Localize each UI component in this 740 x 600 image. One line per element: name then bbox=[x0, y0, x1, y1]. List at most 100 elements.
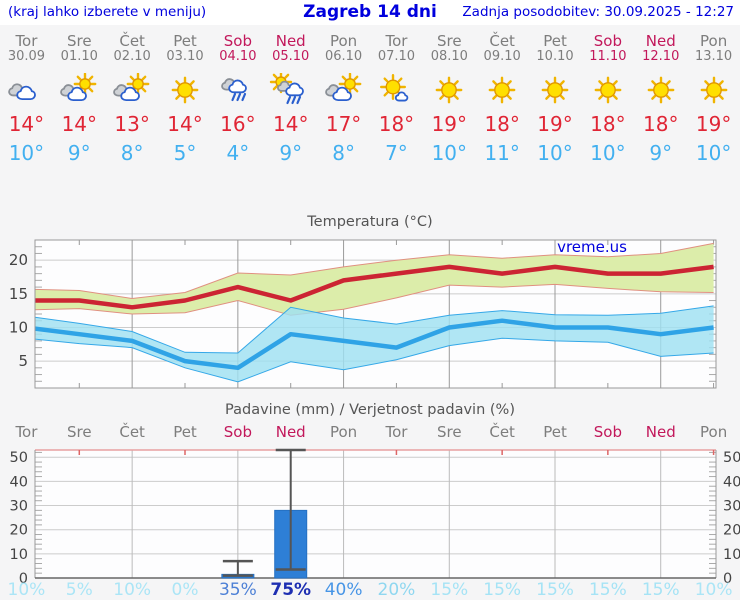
cloudy-icon bbox=[8, 83, 37, 101]
sunny-icon bbox=[594, 76, 622, 104]
day-name: Pet bbox=[543, 32, 567, 50]
min-temperature: 9° bbox=[649, 141, 673, 165]
precip-probability: 75% bbox=[270, 580, 312, 600]
max-temperature: 14° bbox=[273, 112, 309, 136]
precip-y-tick-label: 10 bbox=[723, 547, 740, 563]
precip-probability: 10% bbox=[113, 580, 152, 600]
day-name: Tor bbox=[15, 32, 38, 50]
weather-icon-cell bbox=[53, 73, 106, 107]
sunny-icon bbox=[647, 76, 675, 104]
precip-probability: 40% bbox=[324, 580, 363, 600]
day-date: 06.10 bbox=[324, 49, 363, 64]
precip-probability: 15% bbox=[588, 580, 627, 600]
precip-day-name: Sob bbox=[223, 423, 252, 441]
weather-icon-cell bbox=[423, 73, 476, 107]
precip-day-name: Pon bbox=[329, 423, 358, 441]
day-name: Pon bbox=[700, 32, 728, 50]
sunny-icon bbox=[541, 76, 569, 104]
min-temperature: 10° bbox=[537, 141, 573, 165]
page-header: (kraj lahko izberete v meniju) Zagreb 14… bbox=[0, 0, 740, 25]
precip-probability: 15% bbox=[430, 580, 469, 600]
partly-cloudy-icon bbox=[113, 73, 150, 102]
partly-cloudy-icon bbox=[324, 73, 361, 102]
day-date: 08.10 bbox=[430, 49, 468, 64]
min-temperature: 10° bbox=[695, 141, 732, 165]
min-temperatures-row: 10° 9° 8° 5° 4° 9° 8° 7° 10° 11° 10° 10° 9° 10° bbox=[0, 141, 740, 165]
day-name: Sre bbox=[437, 32, 462, 50]
sunny-icon bbox=[700, 76, 727, 104]
weather-icon-cell bbox=[370, 73, 423, 107]
precip-probability: 5% bbox=[65, 580, 93, 600]
precip-day-name: Pet bbox=[173, 423, 197, 441]
min-temperature: 8° bbox=[332, 141, 355, 165]
page-title: Zagreb 14 dni bbox=[303, 2, 437, 22]
precip-day-name: Ned bbox=[645, 423, 676, 441]
precip-probability: 10% bbox=[7, 580, 46, 600]
max-temperature: 18° bbox=[378, 112, 415, 136]
weather-icon-cell bbox=[476, 73, 529, 107]
precip-day-name: Sob bbox=[593, 423, 622, 441]
min-temperature: 10° bbox=[431, 141, 468, 165]
day-date: 30.09 bbox=[7, 49, 46, 64]
max-temperature: 19° bbox=[695, 112, 732, 136]
weather-icon-cell bbox=[317, 73, 370, 107]
precip-y-tick-label: 20 bbox=[10, 523, 28, 539]
day-name: Pon bbox=[329, 32, 358, 50]
precip-y-tick-label: 50 bbox=[10, 450, 28, 466]
day-date: 05.10 bbox=[272, 49, 310, 64]
last-update: Zadnja posodobitev: 30.09.2025 - 12:27 bbox=[462, 4, 734, 20]
day-date: 02.10 bbox=[113, 49, 151, 64]
day-date: 01.10 bbox=[60, 49, 98, 64]
weather-icon-cell bbox=[0, 73, 53, 107]
day-name: Tor bbox=[385, 32, 408, 50]
precip-y-tick-label: 30 bbox=[723, 499, 740, 515]
precip-day-name: Čet bbox=[489, 423, 515, 441]
precip-day-name: Čet bbox=[119, 423, 145, 441]
day-names-row: Tor Sre Čet Pet Sob Ned Pon Tor Sre Čet Pet Sob Ned P… bbox=[0, 32, 740, 50]
weather-icon-cell bbox=[264, 73, 317, 107]
temp-y-tick-label: 10 bbox=[9, 318, 28, 336]
precip-probability: 15% bbox=[641, 580, 680, 600]
day-date: 11.10 bbox=[589, 49, 627, 64]
precip-day-names-row: Tor Sre Čet Pet Sob Ned Pon Tor Sre Čet Pet Sob Ned P… bbox=[0, 423, 740, 441]
precip-day-name: Ned bbox=[275, 423, 306, 441]
weather-icons-row bbox=[0, 72, 740, 108]
max-temperatures-row: 14° 14° 13° 14° 16° 14° 17° 18° 19° 18° 19° 18° 18° 1… bbox=[0, 112, 740, 136]
partly-cloudy-icon bbox=[60, 73, 97, 102]
max-temperature: 14° bbox=[167, 112, 203, 136]
day-name: Čet bbox=[489, 32, 515, 50]
min-temperature: 9° bbox=[67, 141, 91, 165]
temp-y-tick-label: 15 bbox=[9, 285, 28, 303]
sunny-icon bbox=[435, 76, 463, 104]
precip-day-name: Sre bbox=[437, 423, 462, 441]
day-date: 13.10 bbox=[694, 49, 733, 64]
sun-rain-icon bbox=[269, 73, 304, 105]
precip-probabilities-row: 10% 5% 10% 0% 35% 75% 40% 20% 15% 15% 15% 15% 15% 10% bbox=[0, 580, 740, 600]
max-temperature: 14° bbox=[8, 112, 45, 136]
max-temperature: 18° bbox=[643, 112, 679, 136]
day-date: 12.10 bbox=[642, 49, 680, 64]
temperature-chart-title: Temperatura (°C) bbox=[307, 214, 433, 230]
precip-day-name: Pon bbox=[700, 423, 728, 441]
precip-probability: 35% bbox=[218, 580, 257, 600]
temp-y-tick-label: 5 bbox=[18, 352, 28, 370]
max-temperature: 17° bbox=[325, 112, 362, 136]
precip-probability: 20% bbox=[377, 580, 416, 600]
day-name: Ned bbox=[645, 32, 676, 50]
day-name: Sob bbox=[223, 32, 252, 50]
min-temperature-line bbox=[35, 318, 714, 371]
max-temperature: 13° bbox=[114, 112, 150, 136]
min-temperature: 4° bbox=[226, 141, 250, 165]
precip-y-tick-label: 0 bbox=[19, 571, 28, 585]
precip-probability: 10% bbox=[694, 580, 733, 600]
max-temperature: 19° bbox=[431, 112, 468, 136]
precip-day-name: Pet bbox=[543, 423, 567, 441]
min-temperature: 7° bbox=[385, 141, 408, 165]
day-name: Čet bbox=[119, 32, 145, 50]
precip-day-name: Tor bbox=[385, 423, 408, 441]
precip-y-tick-label: 20 bbox=[723, 523, 740, 539]
location-hint: (kraj lahko izberete v meniju) bbox=[8, 4, 207, 20]
max-temperature: 18° bbox=[590, 112, 626, 136]
min-temperature: 11° bbox=[484, 141, 520, 165]
precip-y-tick-label: 40 bbox=[10, 474, 28, 490]
